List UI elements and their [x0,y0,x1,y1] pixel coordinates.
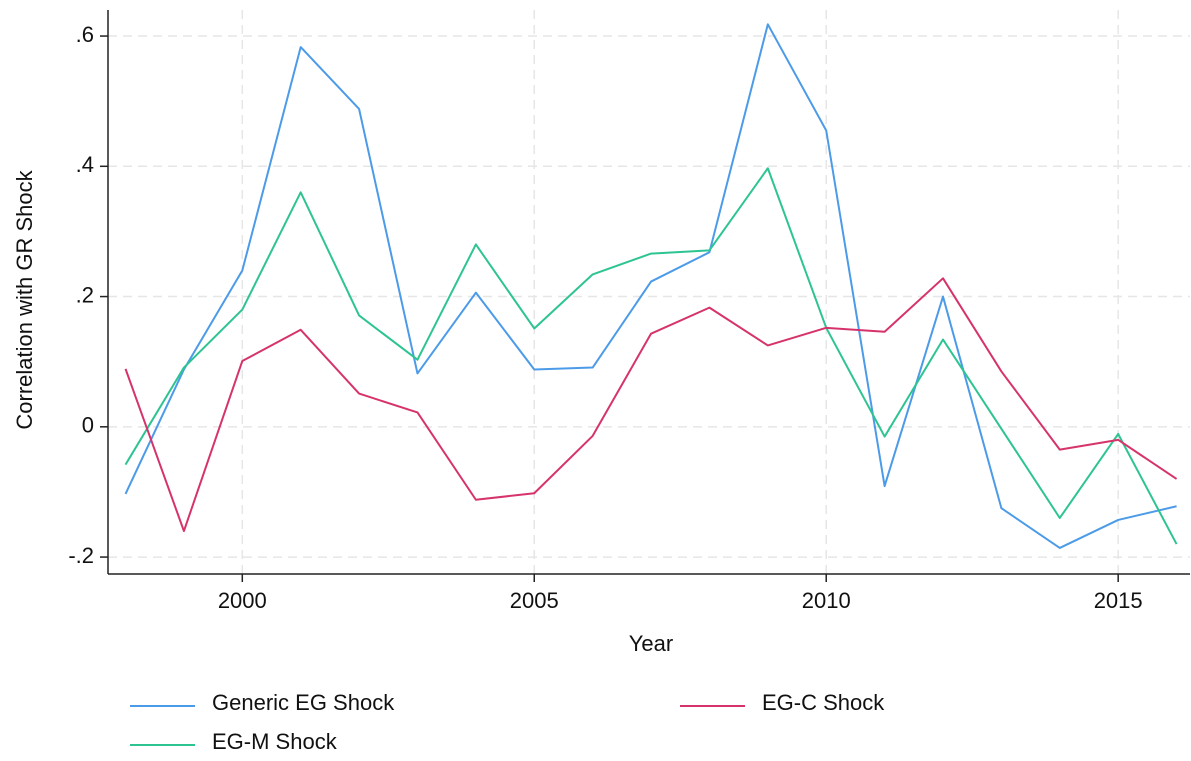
legend-label: Generic EG Shock [212,690,395,715]
x-tick-label: 2015 [1094,588,1143,613]
legend-label: EG-C Shock [762,690,885,715]
x-tick-label: 2005 [510,588,559,613]
legend-label: EG-M Shock [212,729,338,754]
y-tick-label: -.2 [68,543,94,568]
series-line [124,277,1178,533]
x-axis-title: Year [629,631,673,656]
x-tick-label: 2000 [218,588,267,613]
y-tick-label: .6 [76,22,94,47]
series-line [124,23,1177,549]
y-tick-label: .4 [76,152,94,177]
series-line [124,167,1178,545]
y-axis-title: Correlation with GR Shock [12,169,37,429]
x-tick-label: 2010 [802,588,851,613]
y-tick-label: .2 [76,282,94,307]
y-tick-label: 0 [82,413,94,438]
